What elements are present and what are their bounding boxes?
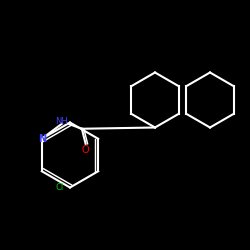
Text: N: N xyxy=(38,134,46,144)
Text: O: O xyxy=(82,145,90,155)
Text: Cl: Cl xyxy=(56,183,64,192)
Text: NH: NH xyxy=(56,117,68,126)
